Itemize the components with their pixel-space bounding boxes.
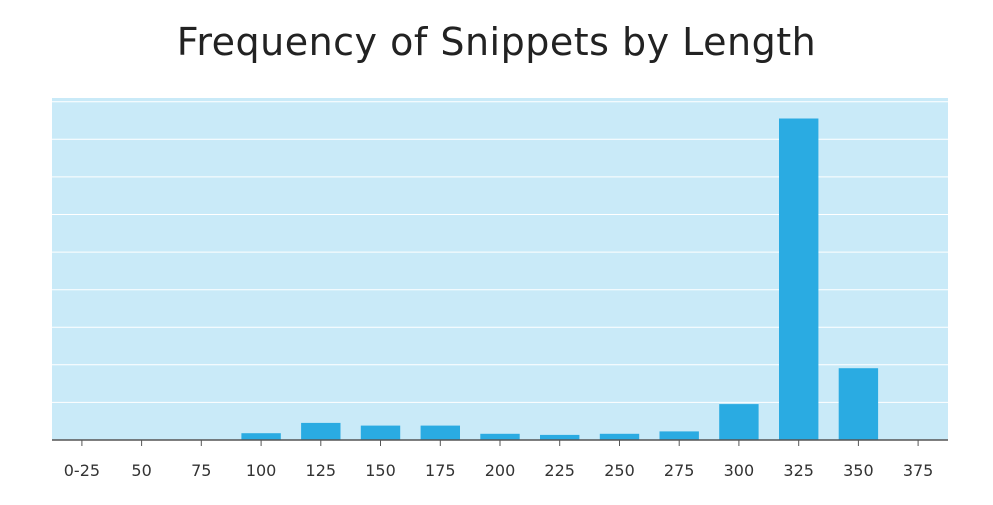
bar-250	[599, 433, 640, 440]
x-tick-label: 250	[604, 461, 635, 480]
bar-150	[360, 425, 401, 440]
x-tick-label: 0-25	[64, 461, 100, 480]
x-tick-label: 175	[425, 461, 456, 480]
x-tick-label: 75	[191, 461, 211, 480]
x-axis-tick-labels: 0-25 50 75 100 125 150 175 200 225 250 275 300 325 35…	[64, 461, 934, 480]
x-tick-label: 225	[544, 461, 575, 480]
bar-200	[480, 433, 520, 440]
x-axis-ticks	[81, 440, 919, 446]
x-tick-label: 375	[903, 461, 934, 480]
bar-225	[540, 434, 580, 440]
x-tick-label: 200	[485, 461, 516, 480]
x-tick-label: 150	[365, 461, 396, 480]
x-tick-label: 325	[783, 461, 814, 480]
x-tick-label: 350	[843, 461, 874, 480]
bar-175	[420, 425, 460, 440]
bars	[241, 118, 879, 440]
bar-325	[779, 118, 819, 440]
chart-title: Frequency of Snippets by Length	[176, 20, 817, 64]
bar-125	[301, 422, 341, 440]
bar-300	[719, 404, 759, 440]
x-tick-label: 275	[664, 461, 695, 480]
x-tick-label: 300	[724, 461, 755, 480]
bar-275	[659, 431, 699, 440]
x-tick-label: 125	[306, 461, 337, 480]
bar-350	[838, 368, 879, 440]
x-tick-label: 50	[131, 461, 151, 480]
bar-100	[241, 433, 281, 440]
x-tick-label: 100	[246, 461, 277, 480]
